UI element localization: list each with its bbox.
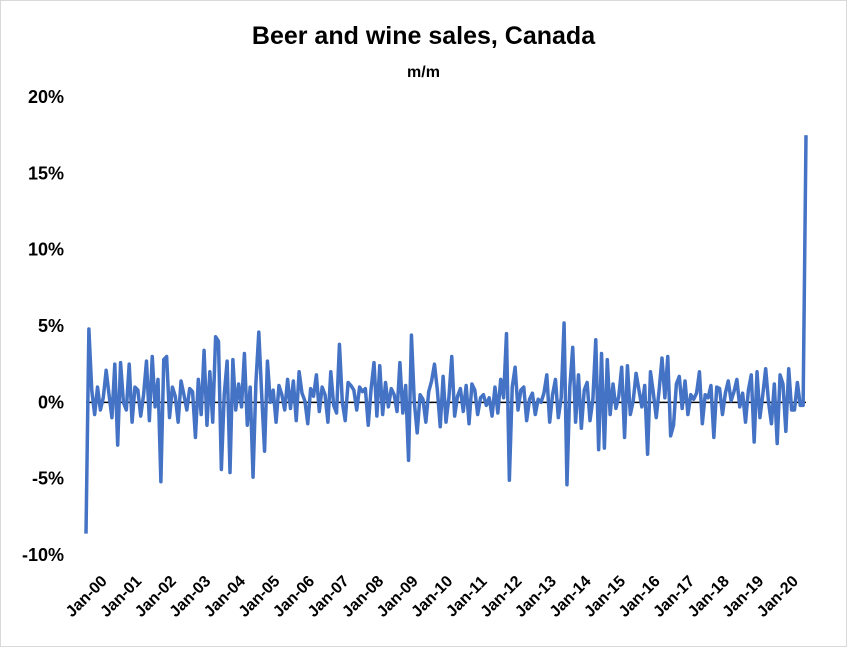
y-tick-label: 0% [38,392,64,412]
y-tick-label: 15% [28,163,64,183]
y-tick-label: -5% [32,469,64,489]
chart-subtitle: m/m [407,64,440,81]
y-tick-label: 20% [28,87,64,107]
y-tick-label: -10% [22,545,64,565]
series-line [84,135,808,534]
y-axis-ticks: -10% -5% 0% 5% 10% 15% 20% [22,87,64,565]
y-tick-label: 5% [38,316,64,336]
x-axis-ticks: Jan-00Jan-01Jan-02Jan-03Jan-04Jan-05Jan-… [63,573,802,621]
series-group [84,135,808,534]
chart-title: Beer and wine sales, Canada [251,22,596,50]
y-tick-label: 10% [28,240,64,260]
